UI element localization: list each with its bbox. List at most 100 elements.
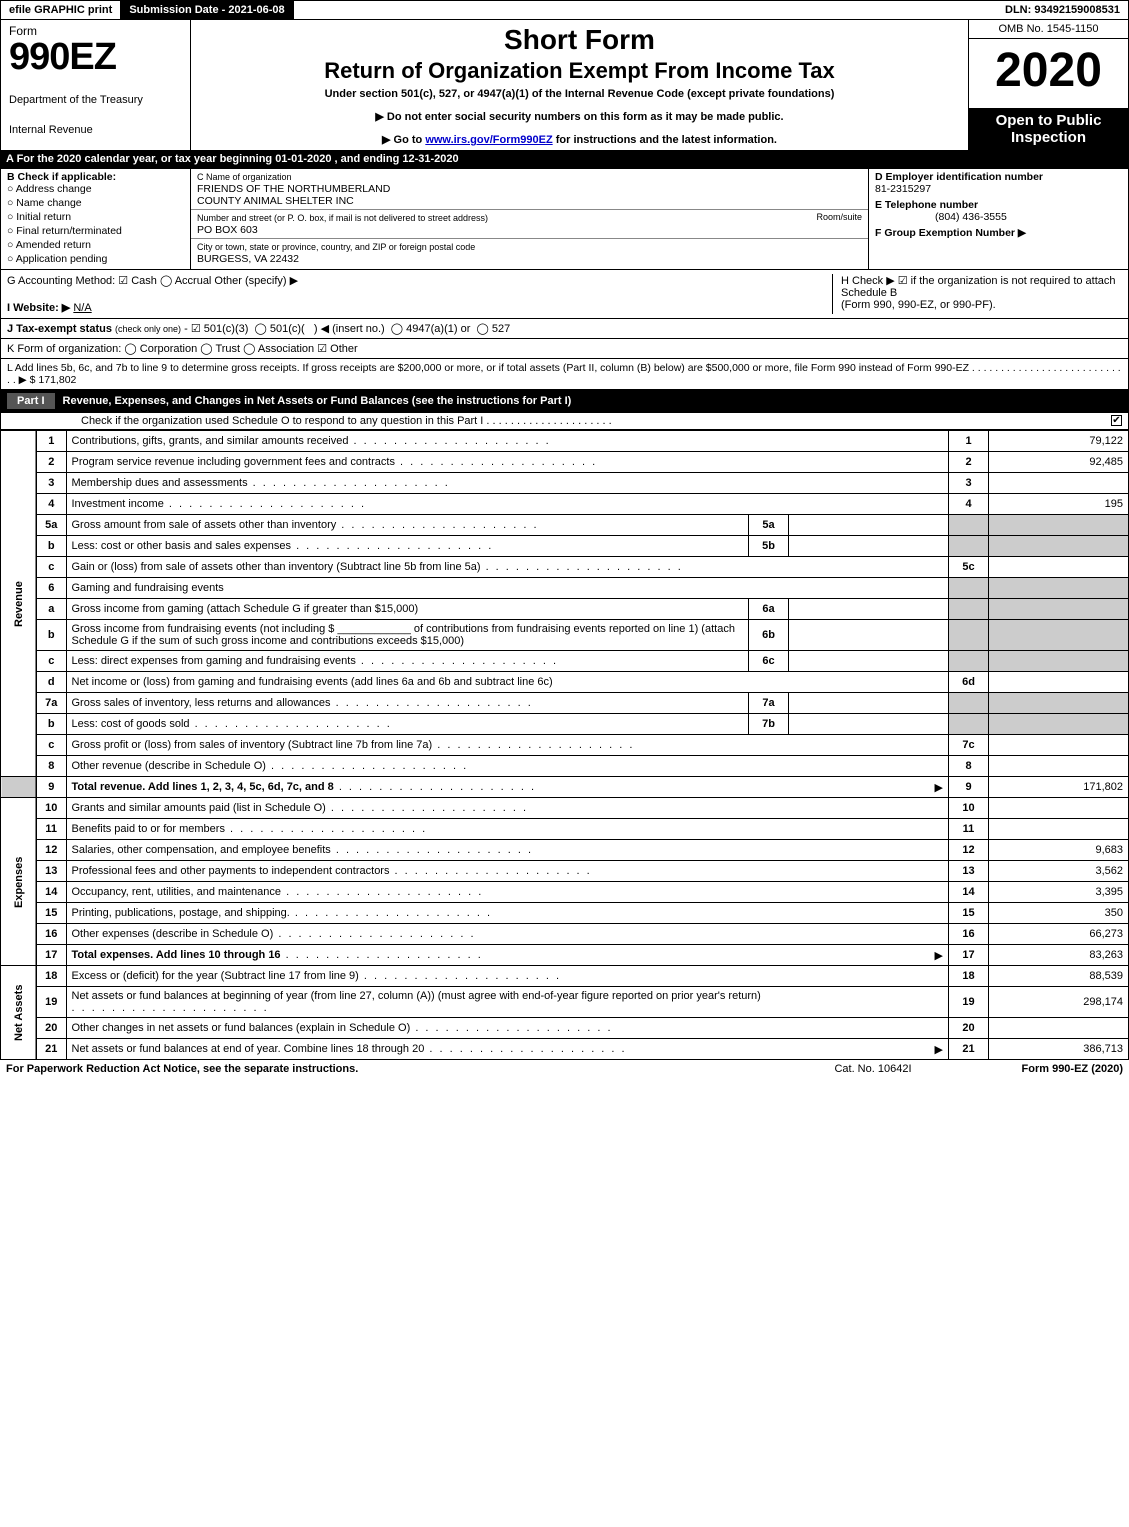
chk-application-pending[interactable]: Application pending: [7, 253, 184, 265]
row-6a: a Gross income from gaming (attach Sched…: [1, 599, 1129, 620]
efile-label: efile GRAPHIC print: [1, 1, 121, 19]
row-5a: 5a Gross amount from sale of assets othe…: [1, 515, 1129, 536]
dept-treasury: Department of the Treasury: [9, 94, 182, 106]
desc-6d: Net income or (loss) from gaming and fun…: [72, 676, 553, 688]
ln-10: 10: [36, 798, 66, 819]
val-9: 171,802: [989, 777, 1129, 798]
street-label: Number and street (or P. O. box, if mail…: [197, 213, 488, 223]
website-row: I Website: ▶ N/A: [7, 301, 832, 314]
val-8: [989, 756, 1129, 777]
row-15: 15 Printing, publications, postage, and …: [1, 903, 1129, 924]
col-9: 9: [949, 777, 989, 798]
schedule-o-checkbox[interactable]: ✔: [1111, 415, 1122, 426]
org-name-cell: C Name of organization FRIENDS OF THE NO…: [191, 169, 868, 210]
val-13: 3,562: [989, 861, 1129, 882]
side-revenue: Revenue: [1, 431, 37, 777]
desc-11: Benefits paid to or for members: [72, 823, 225, 835]
desc-8: Other revenue (describe in Schedule O): [72, 760, 266, 772]
val-17: 83,263: [989, 945, 1129, 966]
col-16: 16: [949, 924, 989, 945]
val-2: 92,485: [989, 452, 1129, 473]
ln-16: 16: [36, 924, 66, 945]
col-7a-grey: [949, 693, 989, 714]
val-7c: [989, 735, 1129, 756]
row-6c: c Less: direct expenses from gaming and …: [1, 651, 1129, 672]
j-tax-exempt: J Tax-exempt status (check only one) - J…: [0, 319, 1129, 339]
arrow-21: ▶: [935, 1043, 943, 1056]
part1-title: Revenue, Expenses, and Changes in Net As…: [63, 395, 572, 407]
row-11: 11 Benefits paid to or for members 11: [1, 819, 1129, 840]
ln-5c: c: [36, 557, 66, 578]
desc-2: Program service revenue including govern…: [72, 456, 395, 468]
val-6a-grey: [989, 599, 1129, 620]
val-16: 66,273: [989, 924, 1129, 945]
col-6c-grey: [949, 651, 989, 672]
ln-21: 21: [36, 1039, 66, 1060]
accounting-method: G Accounting Method: ☑ Cash ◯ Accrual Ot…: [7, 274, 832, 287]
chk-amended-return[interactable]: Amended return: [7, 239, 184, 251]
e-cell: E Telephone number (804) 436-3555: [869, 197, 1128, 225]
website-value: N/A: [73, 302, 91, 314]
city-label: City or town, state or province, country…: [197, 242, 475, 252]
desc-21: Net assets or fund balances at end of ye…: [72, 1043, 425, 1055]
desc-20: Other changes in net assets or fund bala…: [72, 1022, 411, 1034]
val-21: 386,713: [989, 1039, 1129, 1060]
row-6: 6 Gaming and fundraising events: [1, 578, 1129, 599]
chk-final-return[interactable]: Final return/terminated: [7, 225, 184, 237]
val-15: 350: [989, 903, 1129, 924]
subval-5a: [789, 515, 949, 536]
section-def: D Employer identification number 81-2315…: [868, 169, 1128, 269]
chk-initial-return[interactable]: Initial return: [7, 211, 184, 223]
ln-5a: 5a: [36, 515, 66, 536]
ln-6c: c: [36, 651, 66, 672]
open-to-public: Open to Public Inspection: [969, 108, 1128, 150]
desc-13: Professional fees and other payments to …: [72, 865, 390, 877]
goto-prefix: ▶ Go to: [382, 134, 425, 146]
sub-7a: 7a: [749, 693, 789, 714]
form-subtitle: Under section 501(c), 527, or 4947(a)(1)…: [201, 88, 958, 100]
col-6a-grey: [949, 599, 989, 620]
desc-9: Total revenue. Add lines 1, 2, 3, 4, 5c,…: [72, 781, 334, 793]
e-label: E Telephone number: [875, 199, 978, 211]
desc-19: Net assets or fund balances at beginning…: [72, 990, 761, 1002]
desc-6a: Gross income from gaming (attach Schedul…: [72, 603, 419, 615]
f-label: F Group Exemption Number ▶: [875, 227, 1026, 239]
form-number: 990EZ: [9, 38, 182, 76]
ln-4: 4: [36, 494, 66, 515]
ln-1: 1: [36, 431, 66, 452]
ln-11: 11: [36, 819, 66, 840]
section-b-header: B Check if applicable:: [7, 171, 184, 183]
ln-12: 12: [36, 840, 66, 861]
arrow-17: ▶: [935, 949, 943, 962]
efile-suffix: print: [88, 4, 112, 16]
col-11: 11: [949, 819, 989, 840]
row-17: 17 Total expenses. Add lines 10 through …: [1, 945, 1129, 966]
dept-irs: Internal Revenue: [9, 124, 182, 136]
ln-7b: b: [36, 714, 66, 735]
val-18: 88,539: [989, 966, 1129, 987]
ln-9: 9: [36, 777, 66, 798]
city-cell: City or town, state or province, country…: [191, 239, 868, 267]
info-block: B Check if applicable: Address change Na…: [0, 169, 1129, 270]
part1-label: Part I: [7, 393, 55, 409]
val-14: 3,395: [989, 882, 1129, 903]
val-3: [989, 473, 1129, 494]
ln-15: 15: [36, 903, 66, 924]
chk-address-change[interactable]: Address change: [7, 183, 184, 195]
lines-table: Revenue 1 Contributions, gifts, grants, …: [0, 430, 1129, 1060]
f-cell: F Group Exemption Number ▶: [869, 225, 1128, 241]
goto-link-row: ▶ Go to www.irs.gov/Form990EZ for instru…: [201, 133, 958, 146]
row-12: 12 Salaries, other compensation, and emp…: [1, 840, 1129, 861]
desc-12: Salaries, other compensation, and employ…: [72, 844, 331, 856]
desc-5c: Gain or (loss) from sale of assets other…: [72, 561, 481, 573]
row-5c: c Gain or (loss) from sale of assets oth…: [1, 557, 1129, 578]
irs-link[interactable]: www.irs.gov/Form990EZ: [425, 134, 552, 146]
ln-19: 19: [36, 987, 66, 1018]
desc-3: Membership dues and assessments: [72, 477, 248, 489]
subval-6b: [789, 620, 949, 651]
street-cell: Number and street (or P. O. box, if mail…: [191, 210, 868, 239]
ln-6b: b: [36, 620, 66, 651]
chk-name-change[interactable]: Name change: [7, 197, 184, 209]
desc-5a: Gross amount from sale of assets other t…: [72, 519, 337, 531]
val-6c-grey: [989, 651, 1129, 672]
